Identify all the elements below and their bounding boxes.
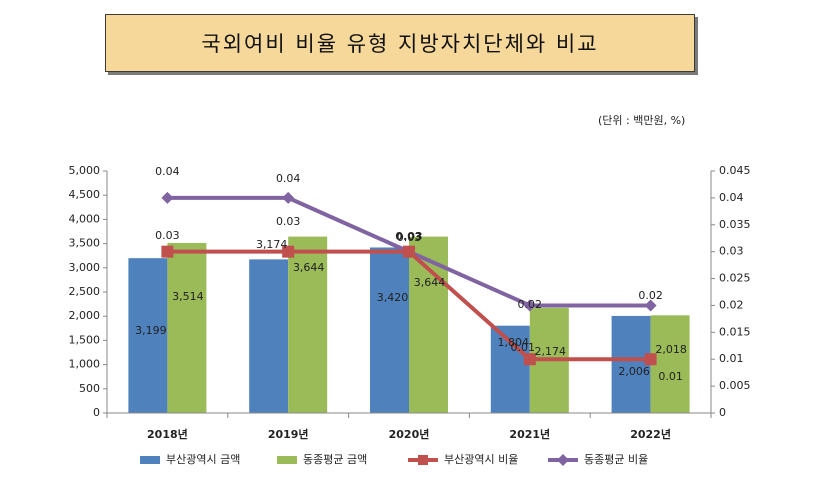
bar-busan-2 xyxy=(370,247,409,413)
point-busan-ratio-4 xyxy=(644,353,657,366)
y-right-tick-label: 0.01 xyxy=(719,352,744,365)
point-peer-ratio-0 xyxy=(161,191,174,204)
bar-peer-1 xyxy=(288,236,328,413)
axes-layer: 0 500 1,000 1,500 2,000 2,500 3,000 3,500 4,000 4… xyxy=(69,164,751,441)
legend-swatch-peer-amount xyxy=(277,456,297,464)
bar-busan-1 xyxy=(249,259,289,413)
data-label-peer-amount-3: 2,174 xyxy=(535,345,567,358)
legend-marker-busan-ratio xyxy=(418,455,428,465)
data-labels-layer: 3,199 3,174 3,420 1,804 2,006 3,514 3,644 3,644… xyxy=(135,165,687,383)
point-peer-ratio-4 xyxy=(644,299,657,312)
x-tick-label: 2020년 xyxy=(389,427,430,441)
legend-item-busan-amount: 부산광역시 금액 xyxy=(140,453,240,466)
y-right-tick-label: 0.015 xyxy=(719,325,751,338)
bars-layer xyxy=(128,236,690,413)
data-label-busan-ratio-4: 0.01 xyxy=(658,370,683,383)
bar-peer-0 xyxy=(167,242,207,413)
y-right-tick-label: 0.005 xyxy=(719,379,751,392)
data-label-peer-amount-0: 3,514 xyxy=(172,290,204,303)
point-busan-ratio-0 xyxy=(161,245,174,258)
bar-peer-2 xyxy=(409,236,448,413)
lines-layer xyxy=(161,191,657,366)
y-left-tick-label: 4,500 xyxy=(69,188,101,201)
data-label-busan-ratio-1: 0.03 xyxy=(276,215,301,228)
bar-busan-4 xyxy=(611,315,651,413)
y-right-tick-label: 0.04 xyxy=(719,191,744,204)
y-right-tick-label: 0.02 xyxy=(719,298,744,311)
y-right-tick-label: 0.025 xyxy=(719,272,751,285)
y-left-tick-label: 2,500 xyxy=(69,285,101,298)
bar-busan-0 xyxy=(128,258,168,413)
y-left-tick-label: 5,000 xyxy=(69,164,101,177)
data-label-busan-ratio-3: 0.01 xyxy=(511,341,536,354)
x-tick-label: 2022년 xyxy=(630,427,671,441)
legend-label-busan-amount: 부산광역시 금액 xyxy=(166,453,240,466)
y-left-tick-label: 3,000 xyxy=(69,261,101,274)
point-busan-ratio-2 xyxy=(403,245,415,258)
legend-item-peer-amount: 동종평균 금액 xyxy=(277,453,367,466)
legend-swatch-busan-amount xyxy=(140,456,160,464)
y-left-tick-label: 2,000 xyxy=(69,309,101,322)
data-label-busan-ratio-0: 0.03 xyxy=(155,229,180,242)
unit-note: (단위 : 백만원, %) xyxy=(598,114,686,127)
y-right-tick-label: 0 xyxy=(719,406,726,419)
y-right-tick-label: 0.045 xyxy=(719,164,751,177)
legend-marker-peer-ratio xyxy=(557,454,569,466)
y-left-tick-label: 1,500 xyxy=(69,333,101,346)
data-label-busan-amount-1: 3,174 xyxy=(256,238,288,251)
y-left-tick-label: 4,000 xyxy=(69,212,101,225)
y-left-tick-label: 500 xyxy=(79,382,100,395)
data-label-peer-ratio-2: 0.03 xyxy=(397,231,422,244)
x-tick-label: 2018년 xyxy=(147,427,188,441)
point-peer-ratio-3 xyxy=(523,299,536,312)
legend-item-peer-ratio: 동종평균 비율 xyxy=(548,453,648,466)
data-label-peer-amount-1: 3,644 xyxy=(293,261,325,274)
data-label-busan-amount-4: 2,006 xyxy=(618,365,650,378)
point-busan-ratio-1 xyxy=(282,245,295,258)
legend-label-peer-amount: 동종평균 금액 xyxy=(303,453,367,466)
legend-item-busan-ratio: 부산광역시 비율 xyxy=(408,453,518,466)
y-right-tick-label: 0.035 xyxy=(719,218,751,231)
point-busan-ratio-3 xyxy=(523,353,536,366)
legend-label-busan-ratio: 부산광역시 비율 xyxy=(444,453,518,466)
bar-peer-4 xyxy=(650,315,690,413)
data-label-peer-amount-4: 2,018 xyxy=(655,343,687,356)
data-label-peer-ratio-0: 0.04 xyxy=(155,165,180,178)
y-left-tick-label: 1,000 xyxy=(69,358,101,371)
data-label-peer-amount-2: 3,644 xyxy=(414,276,446,289)
data-label-busan-ratio-2: 0.03 xyxy=(395,230,422,243)
data-label-peer-ratio-4: 0.02 xyxy=(638,289,663,302)
data-label-peer-ratio-3: 0.02 xyxy=(518,298,543,311)
y-left-tick-label: 0 xyxy=(93,406,100,419)
x-tick-label: 2021년 xyxy=(509,427,550,441)
legend-label-peer-ratio: 동종평균 비율 xyxy=(584,453,648,466)
data-label-busan-amount-0: 3,199 xyxy=(135,324,167,337)
y-left-tick-label: 3,500 xyxy=(69,237,101,250)
x-tick-label: 2019년 xyxy=(268,427,309,441)
point-peer-ratio-1 xyxy=(282,191,295,204)
legend: 부산광역시 금액 동종평균 금액 부산광역시 비율 동종평균 비율 xyxy=(140,453,648,466)
data-label-peer-ratio-1: 0.04 xyxy=(276,172,301,185)
data-label-busan-amount-3: 1,804 xyxy=(498,336,530,349)
y-right-tick-label: 0.03 xyxy=(719,245,744,258)
data-label-busan-amount-2: 3,420 xyxy=(377,291,409,304)
chart-title: 국외여비 비율 유형 지방자치단체와 비교 xyxy=(105,14,695,72)
